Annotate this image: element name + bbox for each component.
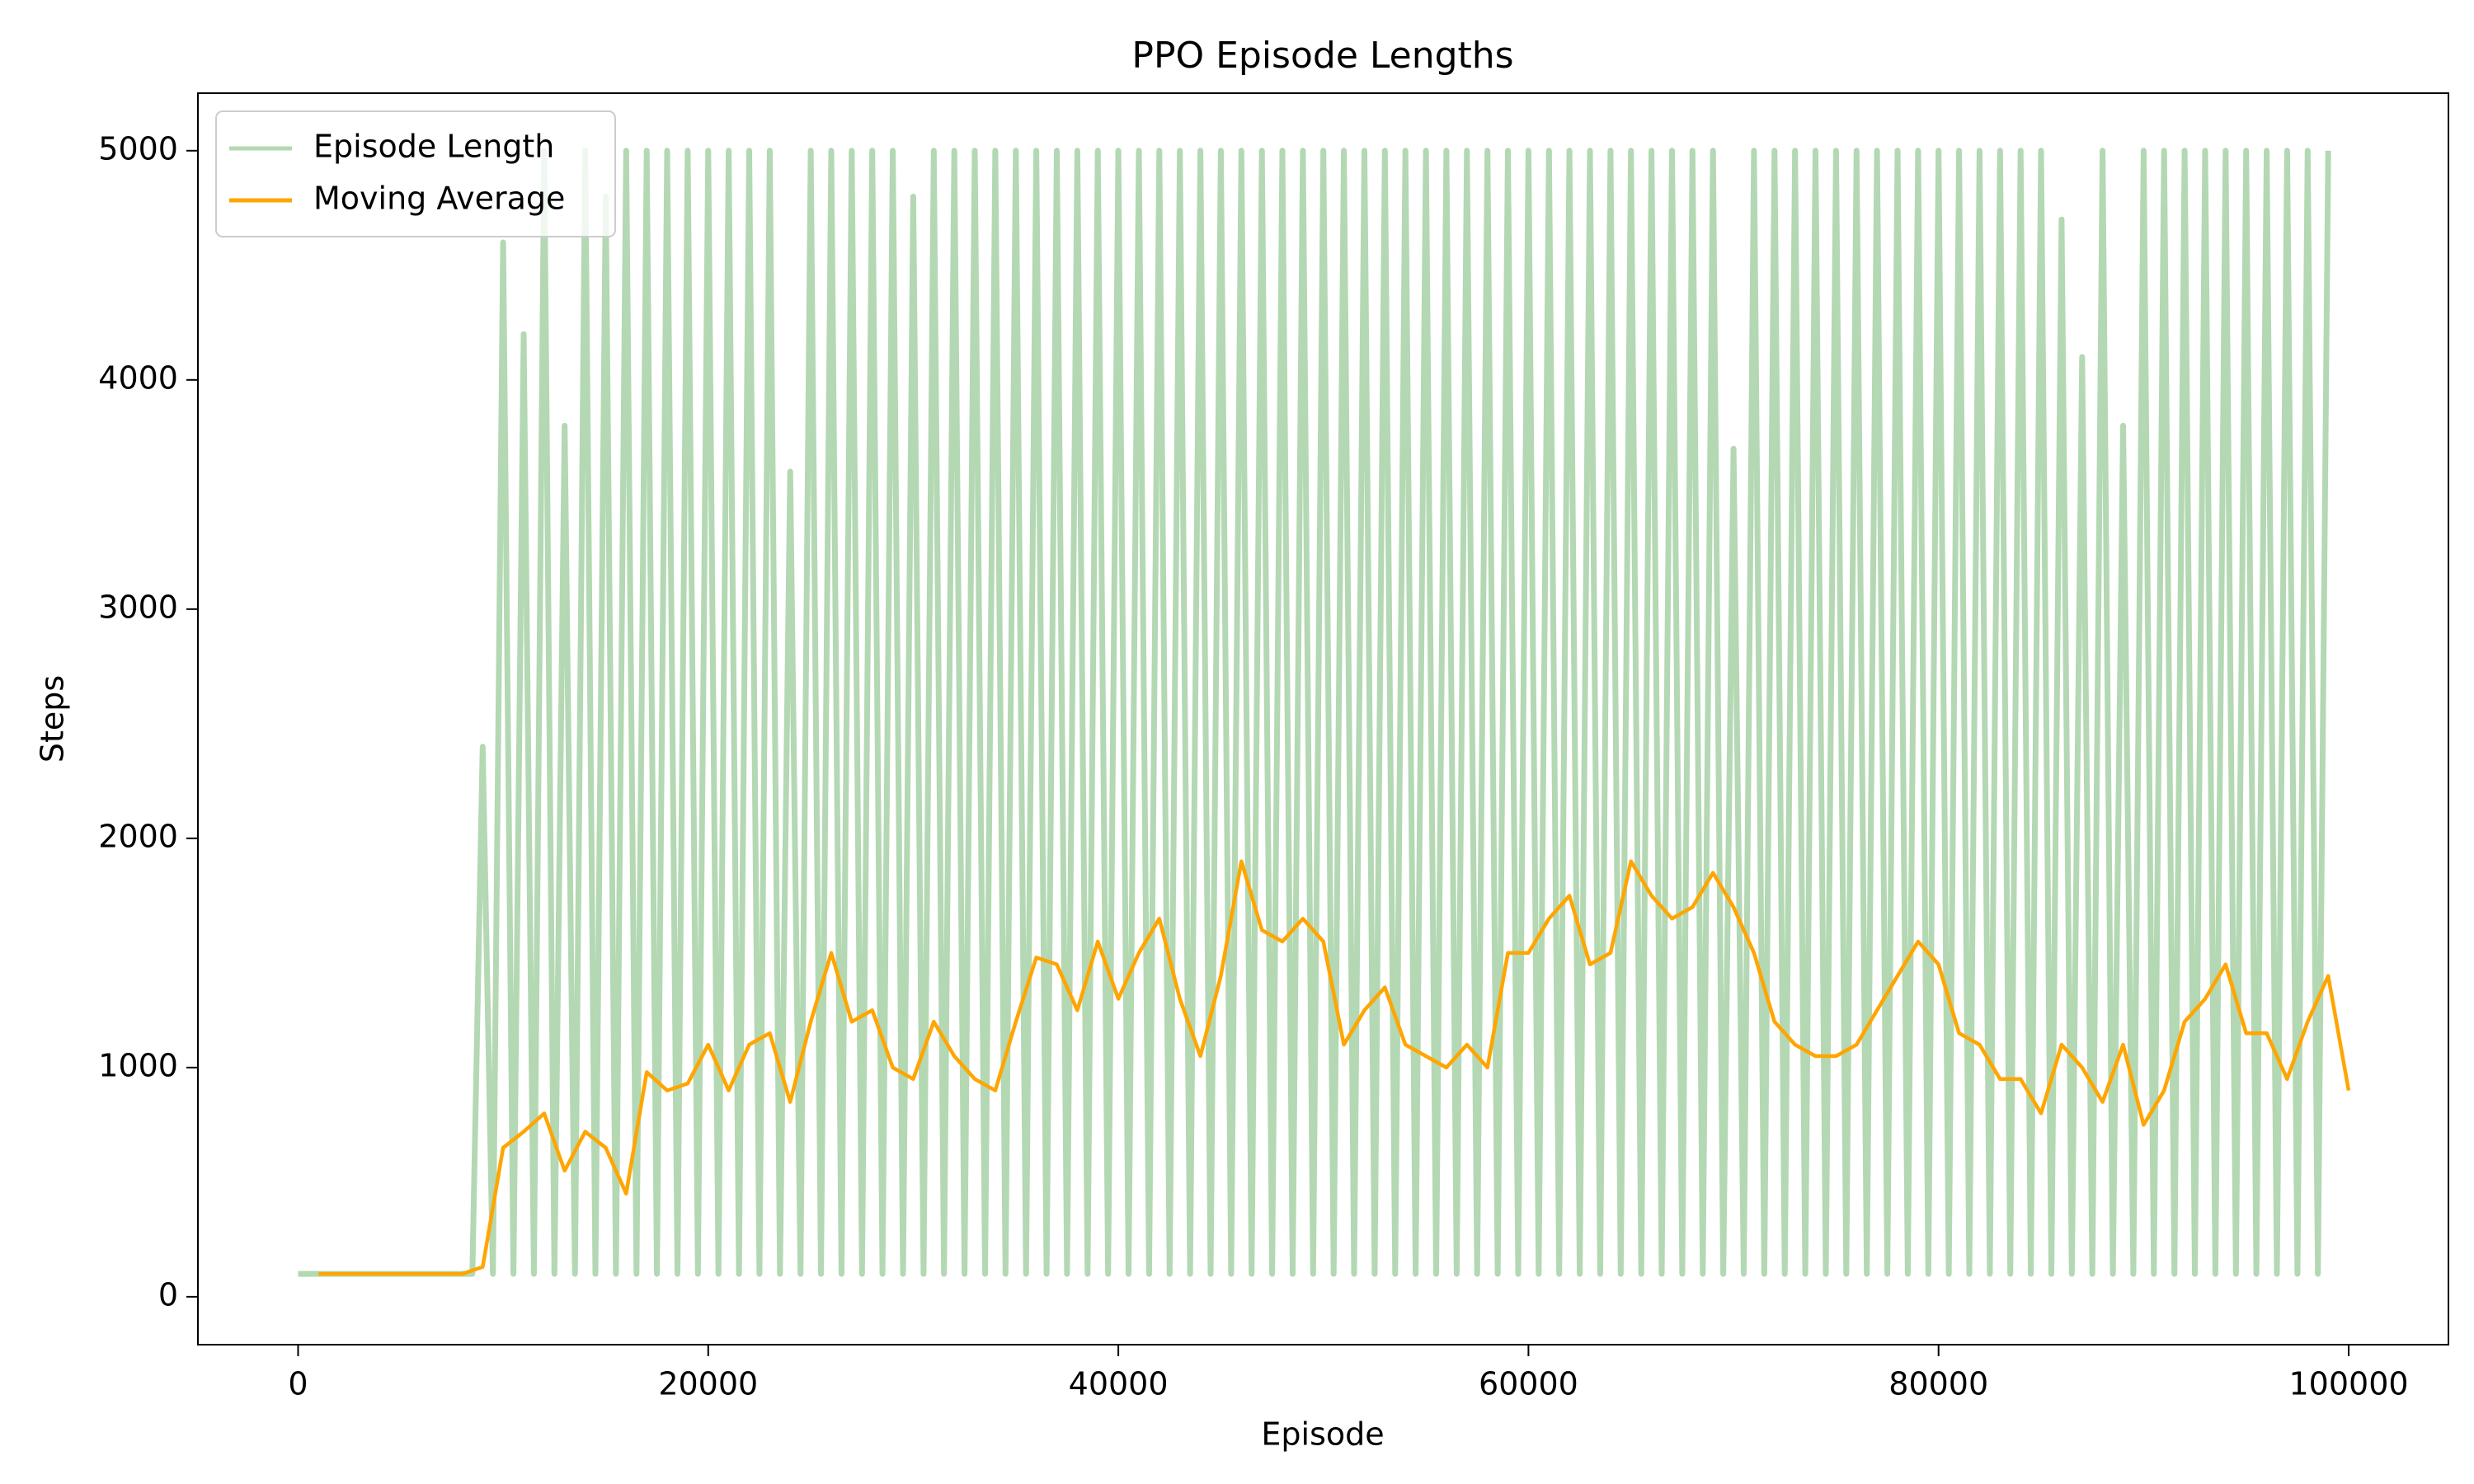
x-tick-label: 100000	[2288, 1366, 2408, 1402]
y-tick-label: 4000	[98, 359, 178, 396]
legend-label: Episode Length	[313, 129, 554, 165]
y-tick-label: 2000	[98, 818, 178, 854]
legend-label: Moving Average	[313, 181, 565, 217]
x-tick-label: 20000	[658, 1366, 758, 1402]
y-tick-label: 1000	[98, 1047, 178, 1083]
y-axis-label: Steps	[35, 675, 71, 763]
series-line	[298, 148, 2331, 1277]
plot-area	[298, 148, 2351, 1277]
x-axis-label: Episode	[1261, 1416, 1384, 1453]
x-tick-label: 40000	[1069, 1366, 1169, 1402]
axes-frame	[197, 92, 2449, 1345]
x-tick-label: 0	[288, 1366, 308, 1402]
y-tick-label: 5000	[98, 130, 178, 167]
y-tick-label: 3000	[98, 589, 178, 625]
y-tick-label: 0	[158, 1276, 178, 1313]
legend-box	[215, 110, 616, 237]
x-tick-label: 80000	[1888, 1366, 1988, 1402]
x-tick-label: 60000	[1479, 1366, 1578, 1402]
chart-title: PPO Episode Lengths	[1131, 35, 1513, 77]
series-line	[318, 859, 2351, 1276]
